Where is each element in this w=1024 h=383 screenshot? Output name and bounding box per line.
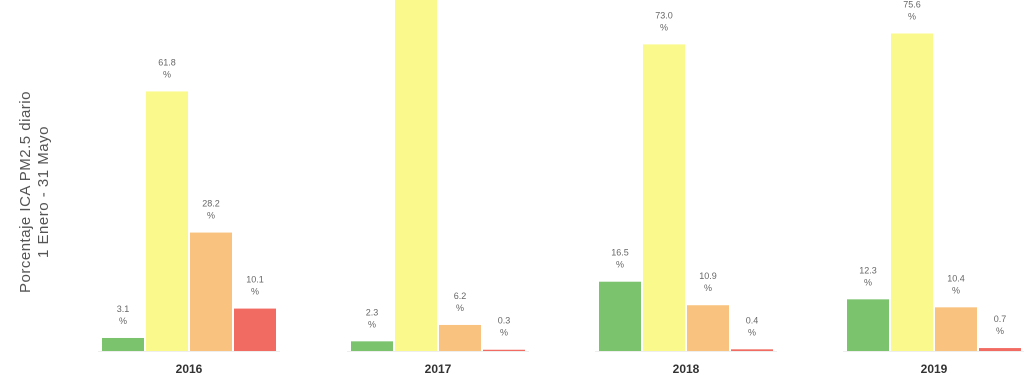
bar-2018-3 <box>731 349 773 351</box>
data-label-2018-2: 10.9% <box>699 271 717 293</box>
data-label-2016-1: 61.8% <box>158 57 176 79</box>
bar-group-2016: 3.1 % 61.8 % 28.2 % 10.1 % 2016 <box>98 57 280 376</box>
data-label-2019-2: 10.4% <box>947 273 965 295</box>
data-label-2018-1: 73.0% <box>655 10 673 32</box>
bar-2016-2 <box>190 232 232 351</box>
bar-2016-3 <box>234 308 276 351</box>
x-tick-label-2019: 2019 <box>921 362 948 376</box>
bar-2017-0 <box>351 341 393 351</box>
x-tick-label-2016: 2016 <box>176 362 203 376</box>
bar-2016-0 <box>102 337 144 351</box>
y-axis-label-line1: Porcentaje ICA PM2.5 diario <box>17 90 34 293</box>
bar-2018-2 <box>687 305 729 351</box>
data-label-2019-3: 0.7% <box>994 314 1007 336</box>
bar-2019-0 <box>847 299 889 351</box>
data-label-2017-0: 2.3% <box>366 307 379 329</box>
bar-2018-1 <box>643 44 685 352</box>
y-axis-label-line2: 1 Enero - 31 Mayo <box>35 125 52 258</box>
data-label-2018-0: 16.5% <box>611 248 629 270</box>
data-label-2018-3: 0.4% <box>746 315 759 337</box>
bar-2016-1 <box>146 91 188 351</box>
bar-2018-0 <box>599 281 641 351</box>
bar-2019-3 <box>979 348 1021 351</box>
data-label-2017-3: 0.3% <box>498 316 511 338</box>
x-tick-label-2017: 2017 <box>425 362 452 376</box>
bar-group-2017: 2.3 % 6.2 % 0.3 % 2017 <box>347 0 529 376</box>
bar-group-2019: 12.3 % 75.6 % 10.4 % 0.7 % 2019 <box>843 0 1024 376</box>
x-tick-label-2018: 2018 <box>673 362 700 376</box>
data-label-2016-2: 28.2% <box>202 199 220 221</box>
data-label-2019-0: 12.3% <box>859 265 877 287</box>
bar-2019-2 <box>935 307 977 351</box>
data-label-2016-0: 3.1% <box>117 304 130 326</box>
bar-2019-1 <box>891 33 933 351</box>
bar-2017-2 <box>439 324 481 351</box>
bar-2017-3 <box>483 349 525 351</box>
data-label-2017-2: 6.2% <box>454 291 467 313</box>
bar-2017-1 <box>395 0 437 351</box>
bar-group-2018: 16.5 % 73.0 % 10.9 % 0.4 % 2018 <box>595 10 777 376</box>
data-label-2019-1: 75.6% <box>903 0 921 21</box>
y-axis-label: Porcentaje ICA PM2.5 diario 1 Enero - 31… <box>0 0 70 383</box>
data-label-2016-3: 10.1% <box>246 275 264 297</box>
